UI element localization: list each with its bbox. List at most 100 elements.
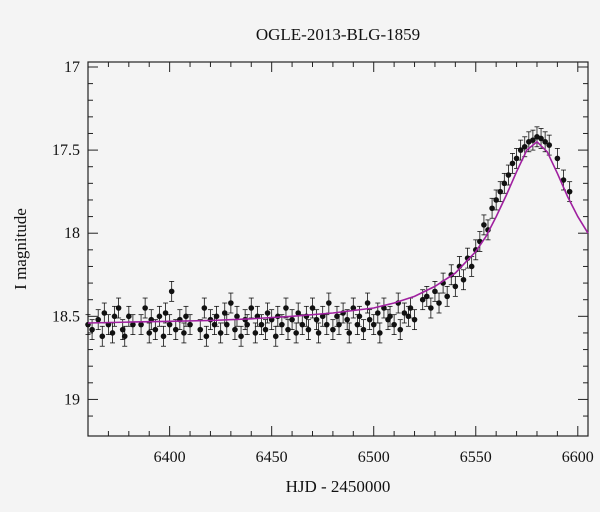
x-tick-label: 6500	[358, 449, 390, 466]
point-marker	[309, 305, 316, 311]
point-marker	[142, 305, 148, 311]
point-marker	[319, 313, 326, 320]
data-point	[258, 314, 265, 336]
data-point	[360, 319, 367, 340]
point-marker	[203, 333, 210, 340]
point-marker	[197, 326, 204, 333]
point-marker	[419, 296, 426, 303]
data-point	[172, 319, 179, 340]
point-marker	[517, 147, 524, 153]
data-point	[481, 214, 487, 236]
point-marker	[95, 316, 102, 323]
data-point	[201, 297, 208, 319]
point-marker	[162, 310, 169, 316]
point-marker	[397, 326, 404, 333]
data-point	[423, 285, 430, 307]
data-point	[460, 269, 467, 291]
data-point	[411, 309, 418, 331]
point-marker	[264, 310, 271, 316]
data-point	[305, 319, 312, 340]
point-marker	[121, 333, 128, 340]
data-point	[213, 305, 220, 327]
point-marker	[156, 313, 163, 320]
data-point	[326, 292, 332, 314]
data-point	[126, 305, 132, 327]
data-point	[401, 302, 408, 324]
point-marker	[554, 155, 561, 162]
y-tick-label: 17.5	[52, 142, 80, 159]
point-marker	[566, 188, 573, 195]
x-tick-label: 6400	[154, 449, 186, 466]
point-marker	[346, 330, 353, 336]
data-point	[197, 319, 204, 340]
data-point	[228, 292, 234, 314]
point-marker	[187, 321, 193, 328]
point-marker	[366, 316, 373, 323]
y-tick-label: 19	[64, 391, 80, 408]
data-point	[293, 322, 299, 344]
data-point	[428, 297, 434, 319]
data-point	[146, 322, 153, 344]
point-marker	[521, 143, 528, 150]
point-marker	[293, 330, 299, 336]
point-marker	[423, 293, 430, 300]
point-marker	[232, 326, 238, 333]
data-point	[493, 189, 499, 211]
point-marker	[323, 321, 330, 328]
point-marker	[305, 326, 312, 333]
data-point	[152, 319, 159, 340]
plot-area: 17 17.5 18 18.5 19 6400 6450 6500 6550 6600	[52, 59, 594, 466]
point-marker	[213, 313, 220, 320]
point-marker	[387, 313, 393, 320]
data-point	[336, 314, 342, 336]
data-point	[432, 281, 438, 302]
x-tick-label: 6600	[562, 449, 594, 466]
point-marker	[497, 188, 504, 195]
data-point	[177, 309, 183, 331]
point-marker	[370, 321, 377, 328]
plot-frame	[87, 61, 589, 437]
point-marker	[513, 155, 520, 162]
data-point	[101, 302, 108, 324]
point-marker	[299, 321, 306, 328]
point-marker	[109, 330, 116, 336]
y-tick-label: 17	[64, 59, 80, 76]
data-point	[501, 172, 508, 194]
point-marker	[279, 321, 285, 328]
data-point	[85, 314, 91, 336]
point-marker	[228, 300, 234, 306]
point-marker	[295, 310, 302, 316]
point-marker	[364, 300, 371, 306]
point-marker	[344, 316, 350, 323]
point-marker	[160, 333, 167, 340]
x-axis-label: HJD - 2450000	[286, 477, 391, 496]
point-marker	[99, 333, 106, 340]
point-marker	[336, 321, 342, 328]
data-point	[162, 302, 169, 324]
point-marker	[411, 316, 418, 323]
data-point	[138, 314, 144, 336]
point-marker	[262, 326, 269, 333]
point-marker	[119, 326, 126, 333]
point-marker	[217, 330, 224, 336]
point-marker	[315, 330, 322, 336]
data-point	[99, 325, 106, 347]
point-marker	[481, 222, 487, 228]
data-points	[85, 126, 573, 347]
data-point	[244, 314, 250, 336]
data-point	[166, 314, 173, 336]
point-marker	[166, 321, 173, 328]
point-marker	[115, 305, 122, 311]
data-point	[542, 131, 548, 153]
data-point	[364, 292, 371, 314]
data-point	[344, 309, 350, 331]
data-point	[436, 292, 442, 314]
y-tick-label: 18	[64, 225, 80, 242]
point-marker	[201, 305, 208, 311]
point-marker	[248, 305, 255, 311]
data-point	[95, 309, 102, 331]
point-marker	[89, 326, 95, 333]
data-point	[509, 153, 516, 174]
data-point	[115, 297, 122, 319]
